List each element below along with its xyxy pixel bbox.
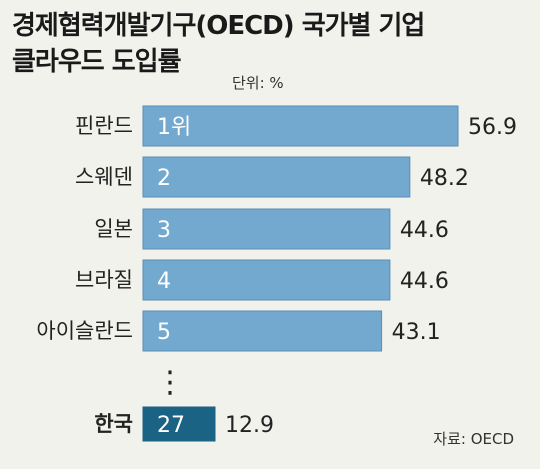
- rank-label: 4: [157, 269, 171, 294]
- category-label: 브라질: [75, 268, 133, 292]
- title-line-2: 클라우드 도입률: [12, 47, 181, 77]
- category-label: 한국: [94, 412, 133, 436]
- category-label: 핀란드: [75, 114, 133, 138]
- category-label: 아이슬란드: [36, 319, 133, 343]
- value-label: 12.9: [225, 413, 274, 438]
- rank-label: 27: [157, 413, 185, 438]
- rank-label: 5: [157, 320, 171, 345]
- value-label: 43.1: [392, 320, 441, 345]
- rank-label: 1위: [157, 115, 191, 140]
- category-label: 스웨덴: [75, 165, 133, 189]
- bar: [142, 156, 411, 198]
- value-label: 56.9: [468, 115, 517, 140]
- bar: [142, 259, 391, 301]
- rank-label: 2: [157, 166, 171, 191]
- value-label: 44.6: [400, 218, 449, 243]
- category-label: 일본: [94, 217, 133, 241]
- value-label: 48.2: [420, 166, 469, 191]
- value-label: 44.6: [400, 269, 449, 294]
- bar: [142, 105, 459, 147]
- rank-label: 3: [157, 218, 171, 243]
- source-label: 자료: OECD: [433, 430, 514, 448]
- bar: [142, 310, 383, 352]
- title-line-1: 경제협력개발기구(OECD) 국가별 기업: [12, 11, 425, 41]
- chart-title: 경제협력개발기구(OECD) 국가별 기업 클라우드 도입률: [12, 8, 425, 80]
- unit-label: 단위: %: [232, 74, 284, 92]
- bar: [142, 406, 216, 442]
- bar: [142, 208, 391, 250]
- ellipsis-indicator: ⋮: [155, 365, 185, 400]
